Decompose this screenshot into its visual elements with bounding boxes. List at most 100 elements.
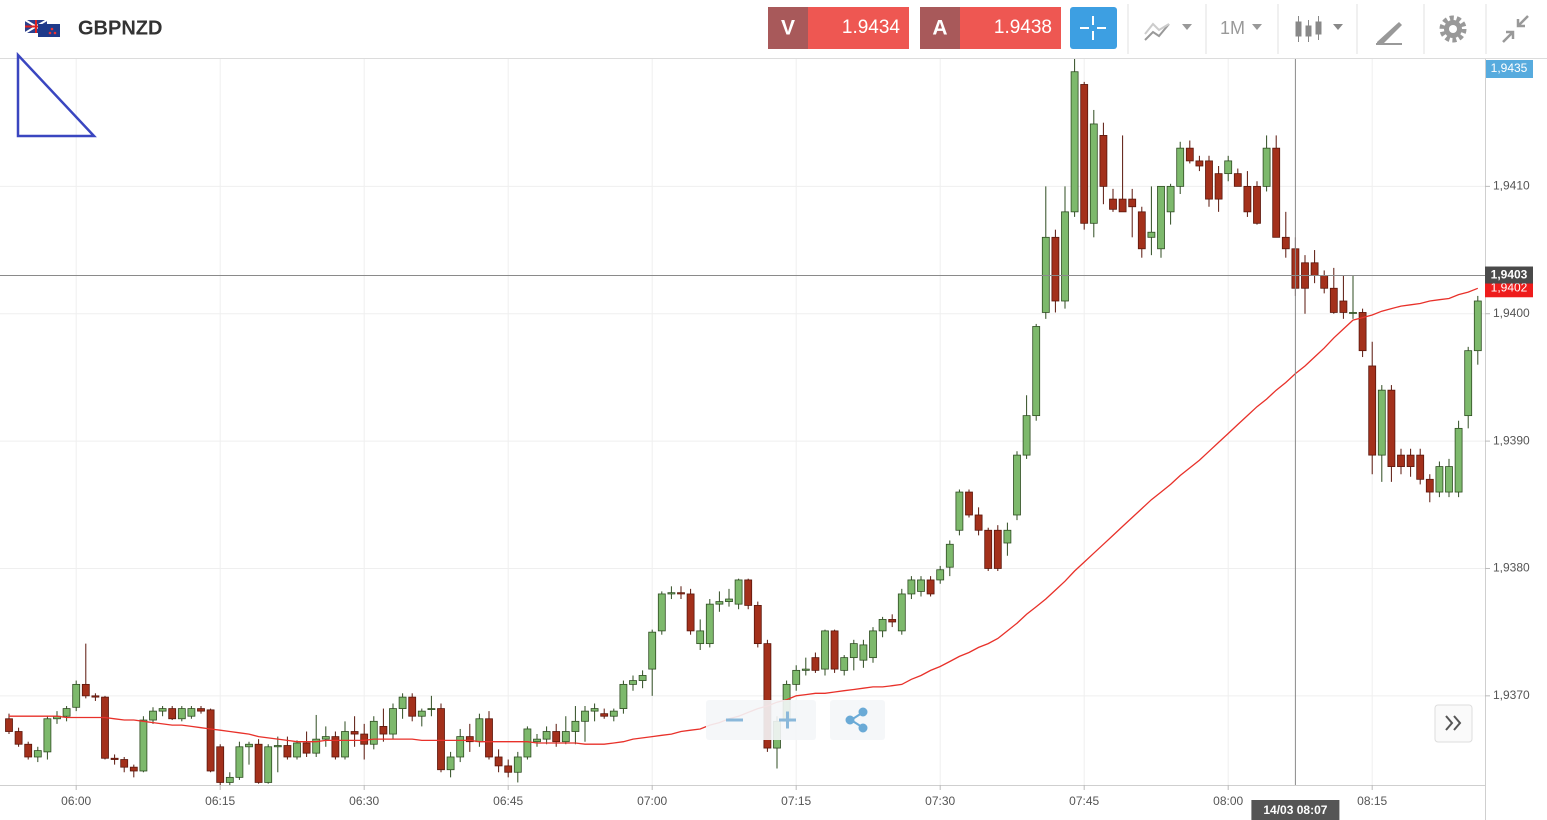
candle-body	[273, 745, 282, 748]
draw-button[interactable]	[1376, 22, 1402, 45]
candle-body	[619, 683, 628, 709]
candle-body	[1368, 365, 1377, 456]
candle-body	[744, 579, 753, 606]
candle-body	[629, 680, 637, 685]
candle-body	[437, 708, 445, 771]
candle-body	[888, 619, 897, 623]
candle-body	[158, 708, 167, 712]
candle-body	[638, 675, 647, 681]
chart-type-button[interactable]	[1144, 22, 1192, 41]
x-tick-label: 08:15	[1357, 794, 1387, 808]
candle-body	[494, 756, 503, 767]
candle-body	[1003, 529, 1012, 544]
candle-body	[590, 708, 599, 712]
candle-body	[62, 708, 71, 717]
candle-body	[907, 579, 916, 595]
candle-body	[91, 695, 100, 698]
candle-body	[1195, 160, 1204, 167]
candle-body	[197, 708, 205, 712]
candle-body	[408, 696, 417, 717]
scroll-right-button[interactable]	[1434, 704, 1473, 743]
candle-body	[1320, 275, 1329, 289]
candle-type-button[interactable]	[1295, 16, 1343, 42]
y-tick-label: 1,9380	[1493, 561, 1530, 575]
candle-body	[648, 631, 657, 670]
plot	[5, 59, 1482, 785]
candle-body	[542, 731, 551, 740]
candle-body	[974, 514, 983, 531]
candle-body	[504, 765, 513, 773]
buy-button[interactable]: A 1.9438	[920, 7, 1061, 49]
candle-body	[465, 736, 474, 743]
candle-body	[235, 746, 244, 778]
candle-body	[926, 579, 935, 595]
candle-body	[1041, 236, 1050, 313]
candle-body	[149, 710, 157, 721]
candle-body	[734, 579, 743, 605]
candle-body	[293, 742, 301, 758]
candle-body	[1349, 312, 1357, 314]
candle-body	[917, 579, 925, 592]
x-tick-label: 06:00	[61, 794, 91, 808]
candle-body	[1061, 211, 1069, 302]
candle-body	[1089, 123, 1098, 224]
candle-body	[456, 736, 465, 758]
candle-body	[984, 529, 993, 569]
symbol: GBPNZD	[78, 17, 162, 39]
candle-body	[1080, 84, 1089, 224]
sell-price: 1.9434	[842, 17, 901, 38]
moving-average	[9, 287, 1479, 745]
candle-body	[523, 728, 532, 758]
candle-body	[1224, 160, 1233, 175]
candle-body	[139, 719, 148, 772]
candle-body	[897, 593, 906, 632]
candle-body	[965, 491, 973, 516]
x-tick-label: 06:30	[349, 794, 379, 808]
candle-body	[1416, 454, 1425, 480]
zoom-in-button[interactable]	[779, 711, 796, 729]
share-button[interactable]	[845, 707, 868, 733]
candle-body	[283, 745, 292, 758]
candle-body	[187, 708, 196, 717]
candle-body	[341, 731, 349, 758]
candle-body	[1329, 287, 1338, 313]
crosshair-button[interactable]	[1070, 7, 1117, 49]
candle-body	[1397, 454, 1405, 467]
candle-body	[955, 491, 964, 531]
candle-body	[1473, 300, 1482, 352]
candle-body	[715, 601, 724, 605]
candle-body	[446, 756, 455, 771]
buy-label: A	[932, 17, 947, 40]
candle-body	[398, 696, 407, 709]
candle-body	[1358, 312, 1367, 352]
candle-body	[1166, 185, 1175, 213]
candle-body	[993, 529, 1002, 569]
candle-body	[677, 592, 685, 595]
candle-body	[101, 696, 109, 759]
candle-body	[581, 710, 589, 722]
candle-body	[5, 718, 13, 732]
candle-body	[1022, 415, 1031, 456]
candle-body	[14, 731, 23, 745]
candle-body	[177, 708, 186, 720]
candle-body	[1109, 198, 1117, 210]
collapse-button[interactable]	[1502, 15, 1529, 43]
settings-button[interactable]	[1439, 15, 1467, 43]
sell-button[interactable]: V 1.9434	[768, 7, 909, 49]
x-tick-label: 07:30	[925, 794, 955, 808]
candle-body	[763, 643, 772, 749]
timeframe-button[interactable]: 1M	[1220, 18, 1262, 38]
price-tag-label: 1,9403	[1491, 268, 1528, 282]
candle-body	[1185, 147, 1194, 162]
candle-body	[1013, 454, 1021, 516]
candle-body	[571, 720, 580, 732]
candle-body	[369, 720, 378, 745]
x-tick-label: 07:45	[1069, 794, 1099, 808]
ma-tag	[1485, 279, 1533, 298]
candle-body	[24, 743, 33, 758]
candle-body	[1032, 326, 1041, 417]
x-tick-label: 06:45	[493, 794, 523, 808]
candle-body	[686, 593, 695, 632]
candle-body	[840, 657, 849, 671]
